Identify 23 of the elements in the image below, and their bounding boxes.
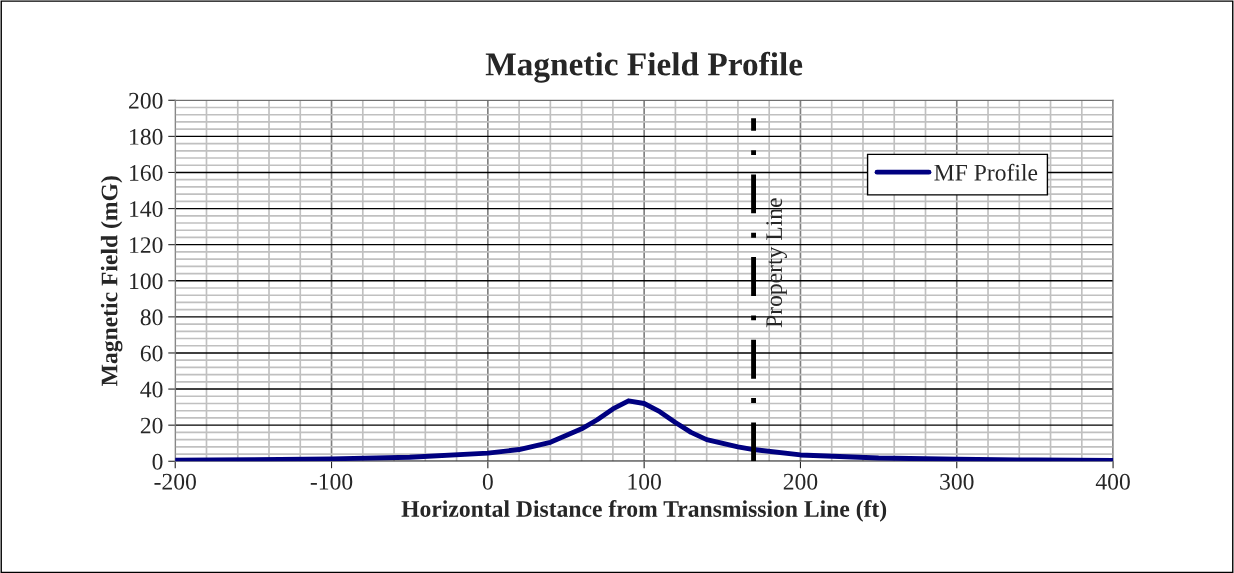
y-tick-label: 160 xyxy=(130,164,163,181)
y-tick-label: 20 xyxy=(140,417,163,434)
x-tick-label: -100 xyxy=(310,473,353,490)
x-tick-label: 100 xyxy=(628,473,661,490)
y-tick-label: 100 xyxy=(130,273,163,290)
legend-label: MF Profile xyxy=(934,163,1038,181)
chart-title: Magnetic Field Profile xyxy=(485,51,803,83)
y-tick-label: 80 xyxy=(140,309,163,326)
y-tick-label: 120 xyxy=(130,237,163,254)
y-tick-label: 0 xyxy=(152,453,163,470)
ref-line-label: Property Line xyxy=(766,198,787,328)
x-axis-title: Horizontal Distance from Transmission Line (ft) xyxy=(401,500,887,522)
y-tick-label: 140 xyxy=(130,201,163,217)
y-tick-label: 60 xyxy=(140,345,163,362)
x-tick-label: 300 xyxy=(940,473,974,490)
x-tick-label: -200 xyxy=(154,473,196,490)
y-axis-title: Magnetic Field (mG) xyxy=(100,176,123,386)
y-tick-label: 40 xyxy=(140,381,163,398)
x-tick-label: 400 xyxy=(1095,473,1130,490)
y-tick-label: 180 xyxy=(130,128,163,145)
y-tick-label: 200 xyxy=(129,92,163,109)
x-tick-label: 200 xyxy=(783,473,818,490)
x-tick-label: 0 xyxy=(482,473,493,490)
